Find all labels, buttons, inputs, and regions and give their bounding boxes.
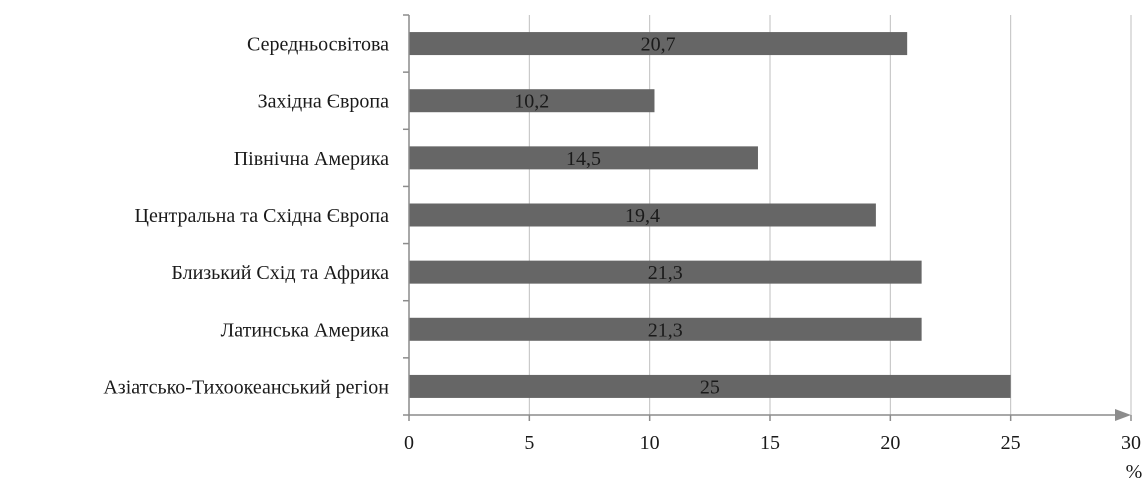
axes (403, 14, 1132, 421)
category-label-4: Близький Схід та Африка (171, 262, 389, 284)
data-label-4: 21,3 (648, 262, 683, 284)
bar-5 (409, 317, 922, 341)
bar-2 (409, 146, 758, 170)
category-label-1: Західна Європа (258, 91, 390, 113)
x-tick-label-3: 15 (760, 432, 780, 454)
x-axis-arrow-icon (1115, 409, 1131, 421)
x-tick-label-5: 25 (1001, 432, 1021, 454)
x-axis-unit-label: % (1126, 461, 1143, 483)
bar-0 (409, 32, 908, 56)
data-label-5: 21,3 (648, 319, 683, 341)
data-label-0: 20,7 (641, 34, 676, 56)
labels: Середньосвітова Західна Європа Північна Ам… (103, 34, 1142, 483)
data-label-3: 19,4 (625, 205, 660, 227)
bar-4 (409, 260, 922, 284)
x-tick-label-1: 5 (524, 432, 534, 454)
x-tick-label-6: 30 (1121, 432, 1141, 454)
category-label-3: Центральна та Східна Європа (135, 205, 390, 227)
bars (409, 32, 1011, 398)
category-label-6: Азіатсько-Тихоокеанський регіон (103, 376, 389, 398)
data-label-6: 25 (700, 376, 720, 398)
category-label-0: Середньосвітова (247, 34, 389, 56)
category-label-5: Латинська Америка (221, 319, 389, 341)
category-label-2: Північна Америка (234, 148, 389, 170)
x-tick-label-0: 0 (404, 432, 414, 454)
data-label-1: 10,2 (514, 91, 549, 113)
x-tick-label-4: 20 (880, 432, 900, 454)
x-tick-label-2: 10 (640, 432, 660, 454)
bar-3 (409, 203, 876, 227)
bar-1 (409, 89, 655, 113)
bar-6 (409, 374, 1011, 398)
data-label-2: 14,5 (566, 148, 601, 170)
